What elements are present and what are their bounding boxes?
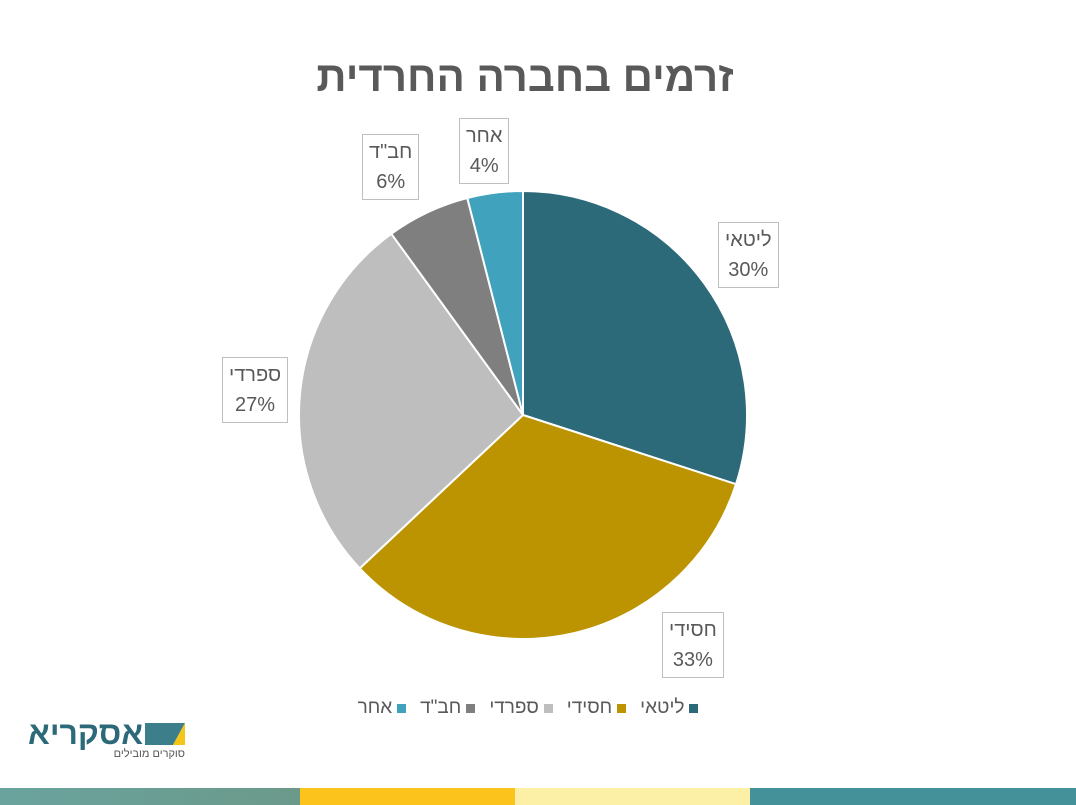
legend-label: ספרדי (489, 697, 539, 718)
pie-slice-2 (298, 232, 525, 570)
data-label-value: 4% (469, 155, 499, 177)
data-label-value: 27% (235, 394, 276, 416)
data-label: אחר 4% (459, 118, 510, 184)
pie-slice-0 (522, 189, 748, 486)
logo-mark-icon (145, 722, 186, 745)
logo: אסקריא סוקרים מובילים (28, 715, 186, 760)
data-label: ליטאי 30% (718, 222, 779, 288)
legend-swatch (689, 703, 699, 713)
legend-swatch (543, 703, 553, 713)
legend-item: חסידי (566, 697, 627, 719)
legend-label: אחר (357, 697, 393, 718)
legend-swatch (397, 703, 407, 713)
legend-label: ליטאי (640, 697, 685, 718)
data-label-category: חב"ד (369, 141, 413, 163)
legend-swatch (617, 703, 627, 713)
data-label-value: 30% (728, 259, 769, 281)
data-label: חב"ד 6% (362, 134, 420, 200)
data-label-category: אחר (466, 125, 503, 147)
legend-label: חסידי (566, 697, 613, 718)
data-label: חסידי 33% (662, 612, 724, 678)
pie-slice-1 (358, 413, 738, 641)
data-label-category: חסידי (669, 619, 717, 641)
data-label-value: 33% (672, 649, 713, 671)
legend-item: אחר (358, 697, 407, 719)
data-label: ספרדי 27% (222, 357, 289, 423)
legend-item: ספרדי (489, 697, 553, 719)
footer-bar (0, 788, 1076, 805)
data-label-category: ליטאי (725, 229, 772, 251)
legend-item: ליטאי (640, 697, 699, 719)
legend-item: חב"ד (420, 697, 476, 719)
legend-label: חב"ד (420, 697, 462, 718)
pie-slice-4 (466, 189, 524, 416)
data-label-category: ספרדי (229, 364, 282, 386)
logo-name: אסקריא (28, 715, 144, 751)
logo-tagline: סוקרים מובילים (113, 748, 186, 760)
legend-swatch (466, 703, 476, 713)
legend: ליטאי חסידי ספרדי חב"ד אחר (0, 697, 1056, 719)
chart-title: זרמים בחברה החרדית (316, 53, 734, 100)
data-label-value: 6% (376, 171, 406, 193)
